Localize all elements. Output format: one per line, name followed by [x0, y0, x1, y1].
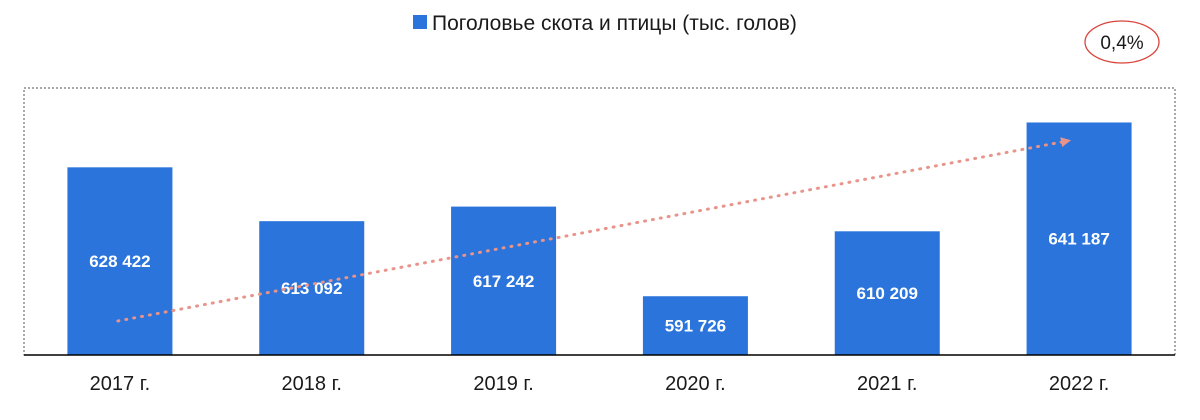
bar-value-label: 613 092 — [281, 279, 342, 298]
bar-value-label: 628 422 — [89, 252, 150, 271]
x-tick-label: 2022 г. — [1049, 373, 1109, 395]
x-tick-label: 2018 г. — [282, 373, 342, 395]
growth-badge: 0,4% — [1084, 20, 1160, 64]
legend-swatch — [413, 15, 427, 29]
legend: Поголовье скота и птицы (тыс. голов) — [413, 12, 797, 35]
trend-arrow — [116, 137, 1072, 323]
bar-value-label: 591 726 — [665, 317, 726, 336]
bar — [451, 206, 557, 355]
bar-value-label: 610 209 — [857, 284, 918, 303]
bars-group — [67, 122, 1132, 356]
bar-value-label: 641 187 — [1048, 230, 1109, 249]
bar — [259, 221, 365, 355]
x-tick-label: 2021 г. — [857, 373, 917, 395]
badge-outline — [1084, 20, 1160, 64]
bar — [67, 167, 173, 355]
x-tick-labels: 2017 г. 2018 г. 2019 г. 2020 г. 2021 г. 2022 … — [90, 373, 1110, 395]
plot-area-border — [23, 87, 1176, 356]
bar — [642, 296, 748, 355]
bar — [1026, 122, 1132, 356]
growth-badge-text: 0,4% — [1100, 33, 1143, 54]
x-tick-label: 2020 г. — [665, 373, 725, 395]
x-tick-label: 2017 г. — [90, 373, 150, 395]
bar-value-label: 617 242 — [473, 272, 534, 291]
legend-label: Поголовье скота и птицы (тыс. голов) — [432, 12, 797, 35]
bar — [834, 231, 940, 355]
x-tick-label: 2019 г. — [473, 373, 533, 395]
bar-labels-group: 628 422 613 092 617 242 591 726 610 209 641 1… — [89, 230, 1110, 336]
